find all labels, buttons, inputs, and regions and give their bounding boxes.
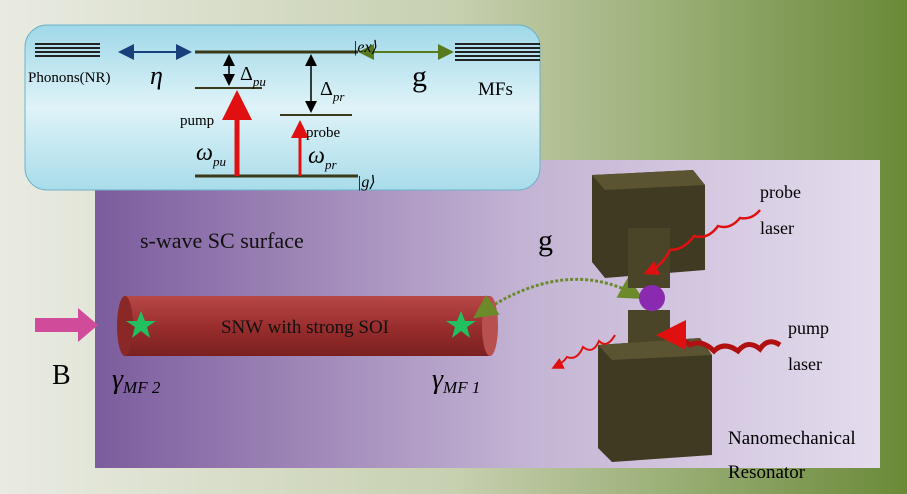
symbol: Δ [240,63,253,85]
excited-state: |ex⟩ [353,39,378,56]
mfs-label: MFs [478,79,513,100]
nanowire [125,296,490,356]
symbol: ω [196,140,213,166]
star [126,311,156,338]
coupling-label: g [538,224,553,257]
energy-box [24,24,541,191]
emitted-wave [551,334,616,369]
omega-pu: ωpu [196,140,226,169]
star [446,311,476,338]
phonons-label: Phonons(NR) [28,70,111,86]
line: laser [788,354,822,374]
ground-state: |g⟩ [357,174,376,191]
line: Resonator [728,462,806,483]
pump-wave [656,320,782,355]
pump-label: pump [180,113,214,129]
subscript: pr [324,157,338,172]
line: laser [760,218,794,238]
nanowire-label: SNW with strong SOI [221,317,389,338]
symbol: ω [308,143,325,169]
line: pump [788,318,829,338]
gamma-mf2: γMF 2 [112,364,161,397]
subscript: pu [212,154,227,169]
delta-pu: Δpu [240,63,266,89]
subscript: MF 2 [122,378,161,397]
nanowire-end [117,296,133,356]
gamma-mf1: γMF 1 [432,364,480,397]
omega-pr: ωpr [308,143,337,172]
probe-wave [643,209,761,275]
eta: η [150,61,163,90]
g-label: g [412,60,427,93]
phonon-levels [35,43,100,57]
resonator [592,170,712,462]
coupling-arrow [473,276,644,319]
subscript: pr [332,89,346,104]
symbol: γ [432,364,444,395]
subscript: MF 1 [442,378,480,397]
line: probe [760,182,801,202]
subscript: pu [252,74,267,89]
symbol: γ [112,364,124,395]
resonator-label: Nanomechanical Resonator [728,428,856,483]
pump-laser-label: pump laser [788,318,829,374]
surface-label: s-wave SC surface [140,228,304,253]
probe-label: probe [306,125,340,141]
field-label: B [52,360,71,391]
mf-levels [455,43,540,61]
field-arrow [35,308,98,342]
delta-pr: Δpr [320,78,345,104]
symbol: Δ [320,78,333,100]
line: Nanomechanical [728,428,856,449]
probe-laser-label: probe laser [760,182,801,238]
